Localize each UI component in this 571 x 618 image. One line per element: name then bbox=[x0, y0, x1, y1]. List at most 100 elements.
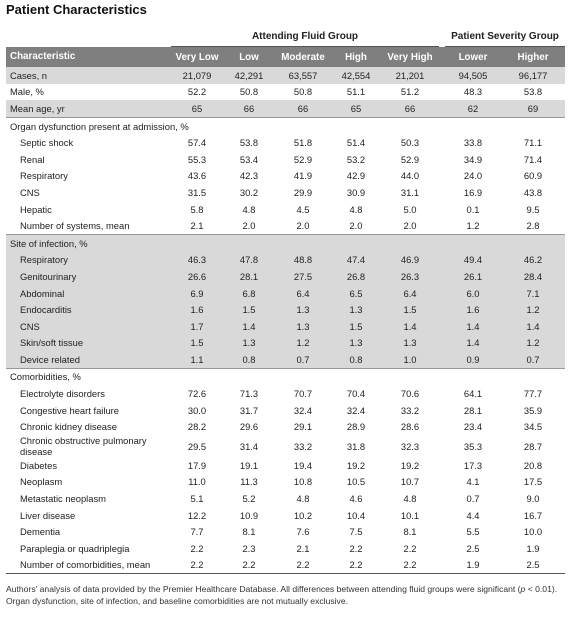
cell: 1.9 bbox=[445, 556, 502, 575]
cell: 44.0 bbox=[400, 170, 420, 182]
title: Patient Characteristics bbox=[6, 2, 147, 17]
column-header: Very Low bbox=[171, 46, 223, 67]
cell: 2.1 bbox=[296, 542, 310, 554]
section-row: Organ dysfunction present at admission, … bbox=[6, 116, 566, 135]
column-header: Higher bbox=[501, 46, 566, 67]
cell: 30.2 bbox=[239, 186, 259, 198]
cell: 48.8 bbox=[275, 251, 331, 269]
cell: 24.0 bbox=[463, 170, 483, 182]
cell: 41.9 bbox=[293, 170, 313, 182]
cell: 8.1 bbox=[403, 526, 417, 538]
footnote-text: p bbox=[520, 584, 526, 594]
cell: 26.3 bbox=[381, 268, 440, 285]
table-row: Electrolyte disorders 72.6 71.3 70.7 70.4 70.… bbox=[6, 385, 565, 402]
column-header: High bbox=[331, 46, 381, 67]
cell: 31.5 bbox=[187, 186, 207, 198]
cell: 11.3 bbox=[240, 476, 258, 488]
cell: 0.8 bbox=[331, 351, 381, 369]
cell: 4.5 bbox=[296, 203, 310, 215]
cell: 29.6 bbox=[239, 421, 259, 433]
cell: 51.1 bbox=[346, 86, 366, 98]
table: Attending Fluid Group Patient Severity G… bbox=[6, 26, 566, 575]
table-row: Neoplasm 11.0 11.3 10.8 10.5 10.7 4.1 17.5 bbox=[6, 474, 565, 491]
column-header: Lower bbox=[445, 46, 502, 67]
table-body: Cases, n 21,079 42,291 63,557 42,554 21,201 94… bbox=[6, 67, 566, 575]
cell: 28.1 bbox=[463, 404, 483, 416]
table-row: Congestive heart failure 30.0 31.7 32.4 32.4… bbox=[6, 402, 565, 419]
row-label: Number of comorbidities, mean bbox=[6, 556, 171, 575]
cell: 1.3 bbox=[331, 334, 381, 352]
cell: 52.9 bbox=[293, 153, 313, 165]
table-row: Liver disease 12.2 10.9 10.2 10.4 10.1 4.4 16.7 bbox=[6, 507, 565, 524]
cell: 1.5 bbox=[223, 301, 275, 318]
cell: 2.2 bbox=[275, 556, 331, 575]
cell: 28.2 bbox=[187, 421, 207, 433]
cell: 9.5 bbox=[526, 203, 540, 215]
cell: 17.9 bbox=[187, 459, 207, 471]
spacer bbox=[439, 67, 446, 84]
cell: 33.8 bbox=[463, 137, 483, 149]
cell: 29.1 bbox=[293, 421, 313, 433]
cell: 1.3 bbox=[331, 301, 381, 318]
row-label: Device related bbox=[6, 351, 171, 369]
table-row: Device related 1.1 0.8 0.7 0.8 1.0 0.9 0.7 bbox=[6, 351, 566, 369]
cell: 7.7 bbox=[190, 526, 204, 538]
cell: 46.9 bbox=[381, 251, 440, 269]
cell: 32.3 bbox=[400, 440, 420, 452]
table-row: Chronic kidney disease 28.2 29.6 29.1 28.9 28… bbox=[6, 418, 565, 435]
row-label: Congestive heart failure bbox=[20, 404, 120, 416]
cell: 12.2 bbox=[187, 509, 207, 521]
column-header: Moderate bbox=[275, 46, 331, 67]
cell: 6.5 bbox=[331, 284, 381, 302]
cell: 2.2 bbox=[223, 556, 275, 575]
cell: 48.3 bbox=[463, 86, 483, 98]
section-row: Comorbidities, % bbox=[6, 367, 566, 386]
cell: 33.2 bbox=[400, 404, 420, 416]
cell: 43.6 bbox=[187, 170, 207, 182]
cell: 21,201 bbox=[381, 67, 440, 84]
cell: 71.3 bbox=[239, 388, 259, 400]
row-label: Chronic kidney disease bbox=[20, 421, 117, 433]
row-label: Mean age, yr bbox=[6, 100, 171, 118]
cell: 28.7 bbox=[523, 440, 543, 452]
table-row: Hepatic 5.8 4.8 4.5 4.8 5.0 0.1 9.5 bbox=[6, 201, 565, 218]
cell: 0.1 bbox=[466, 203, 480, 215]
table-row: Renal 55.3 53.4 52.9 53.2 52.9 34.9 71.4 bbox=[6, 151, 565, 168]
cell: 1.3 bbox=[223, 334, 275, 352]
cell: 53.8 bbox=[523, 86, 543, 98]
footnote-text: Authors' analysis of data provided by th… bbox=[6, 584, 521, 594]
cell: 17.3 bbox=[463, 459, 483, 471]
cell: 26.6 bbox=[171, 268, 223, 285]
cell: 23.4 bbox=[463, 421, 483, 433]
cell: 5.0 bbox=[403, 203, 417, 215]
cell: 50.8 bbox=[293, 86, 313, 98]
cell: 70.7 bbox=[293, 388, 313, 400]
cell: 16.9 bbox=[463, 186, 483, 198]
cell: 46.2 bbox=[501, 251, 566, 269]
table-row: CNS 1.7 1.4 1.3 1.5 1.4 1.4 1.4 bbox=[6, 317, 566, 335]
table-row: Skin/soft tissue 1.5 1.3 1.2 1.3 1.3 1.4 1.2 bbox=[6, 334, 566, 352]
table-row: Respiratory 43.6 42.3 41.9 42.9 44.0 24.0 60.9 bbox=[6, 168, 565, 185]
row-label: Paraplegia or quadriplegia bbox=[20, 542, 130, 554]
cell: 17.5 bbox=[523, 476, 543, 488]
cell: 1.5 bbox=[171, 334, 223, 352]
cell: 53.2 bbox=[346, 153, 366, 165]
cell: 30.0 bbox=[187, 404, 207, 416]
cell: 4.8 bbox=[296, 493, 310, 505]
cell: 19.1 bbox=[239, 459, 259, 471]
cell: 28.9 bbox=[346, 421, 366, 433]
row-label: Skin/soft tissue bbox=[6, 334, 171, 352]
cell: 34.5 bbox=[523, 421, 543, 433]
cell: 64.1 bbox=[463, 388, 483, 400]
cell: 6.8 bbox=[223, 284, 275, 302]
cell: 1.2 bbox=[501, 301, 566, 318]
cell: 26.1 bbox=[445, 268, 502, 285]
table-row: Number of systems, mean 2.1 2.0 2.0 2.0 2.0 1.… bbox=[6, 217, 565, 234]
cell: 52.2 bbox=[187, 86, 207, 98]
row-label: Number of systems, mean bbox=[20, 220, 130, 232]
cell: 2.2 bbox=[403, 542, 417, 554]
cell: 2.2 bbox=[331, 556, 381, 575]
cell: 10.2 bbox=[293, 509, 313, 521]
table-row: Abdominal 6.9 6.8 6.4 6.5 6.4 6.0 7.1 bbox=[6, 284, 566, 302]
cell: 53.4 bbox=[239, 153, 259, 165]
